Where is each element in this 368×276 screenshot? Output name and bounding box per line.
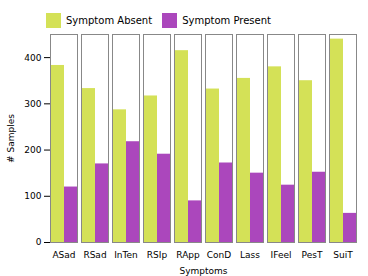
svg-text:ASad: ASad — [52, 250, 75, 260]
svg-text:IFeel: IFeel — [271, 250, 292, 260]
svg-text:RSIp: RSIp — [147, 250, 168, 260]
html-text:Symptom Present: Symptom Present — [182, 15, 271, 26]
svg-text:Lass: Lass — [240, 250, 260, 260]
svg-text:PesT: PesT — [302, 250, 323, 260]
svg-text:200: 200 — [24, 145, 41, 155]
svg-text:Symptoms: Symptoms — [179, 266, 227, 276]
svg-text:100: 100 — [24, 191, 41, 201]
svg-text:# Samples: # Samples — [6, 114, 16, 163]
svg-text:InTen: InTen — [114, 250, 138, 260]
svg-text:RApp: RApp — [176, 250, 200, 260]
svg-text:ConD: ConD — [207, 250, 231, 260]
svg-text:RSad: RSad — [83, 250, 106, 260]
html-text:Symptom Absent: Symptom Absent — [66, 15, 153, 26]
svg-text:SuiT: SuiT — [333, 250, 353, 260]
svg-text:400: 400 — [24, 52, 41, 62]
svg-text:300: 300 — [24, 99, 41, 109]
svg-text:0: 0 — [36, 237, 42, 247]
